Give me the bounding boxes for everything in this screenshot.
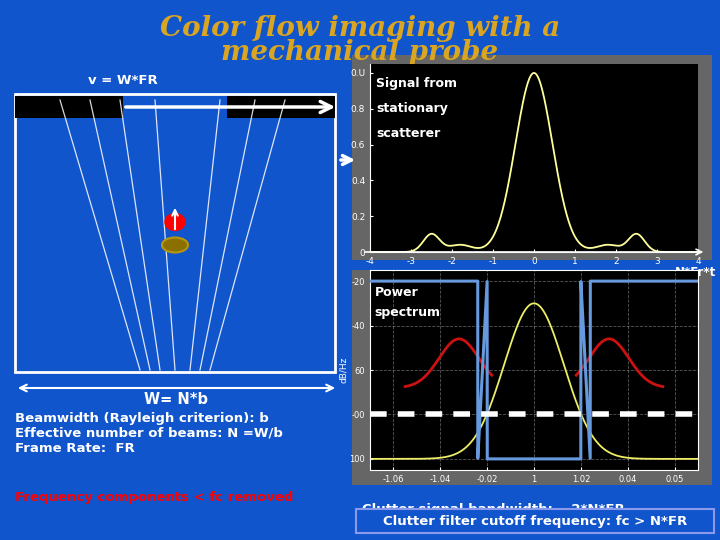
Text: scatterer: scatterer: [376, 127, 441, 140]
Text: Beamwidth (Rayleigh criterion): b: Beamwidth (Rayleigh criterion): b: [15, 412, 269, 425]
Text: W= N*b: W= N*b: [144, 393, 208, 408]
Text: v = W*FR: v = W*FR: [88, 73, 158, 86]
Text: Clutter signal bandwidth:    2*N*FR: Clutter signal bandwidth: 2*N*FR: [362, 503, 625, 516]
Bar: [227, 96, 335, 118]
Bar: [15, 94, 335, 372]
Text: Power: Power: [374, 286, 418, 299]
Text: Frequency components < fc removed: Frequency components < fc removed: [15, 491, 293, 504]
Ellipse shape: [165, 213, 185, 231]
Text: mechanical probe: mechanical probe: [222, 39, 498, 66]
Bar: [352, 55, 712, 260]
Y-axis label: dB/Hz: dB/Hz: [339, 357, 348, 383]
Text: Clutter filter cutoff frequency: fc > N*FR: Clutter filter cutoff frequency: fc > N*…: [383, 515, 687, 528]
Ellipse shape: [162, 238, 188, 253]
Text: Color flow imaging with a: Color flow imaging with a: [160, 15, 560, 42]
Text: spectrum: spectrum: [374, 306, 441, 319]
Text: N*Fr*t: N*Fr*t: [675, 266, 716, 279]
Text: Signal from: Signal from: [376, 77, 457, 90]
FancyBboxPatch shape: [356, 509, 714, 533]
Text: Frame Rate:  FR: Frame Rate: FR: [15, 442, 135, 455]
Bar: [352, 270, 712, 485]
Bar: [15, 96, 123, 118]
Text: Effective number of beams: N =W/b: Effective number of beams: N =W/b: [15, 427, 283, 440]
Text: stationary: stationary: [376, 102, 448, 114]
